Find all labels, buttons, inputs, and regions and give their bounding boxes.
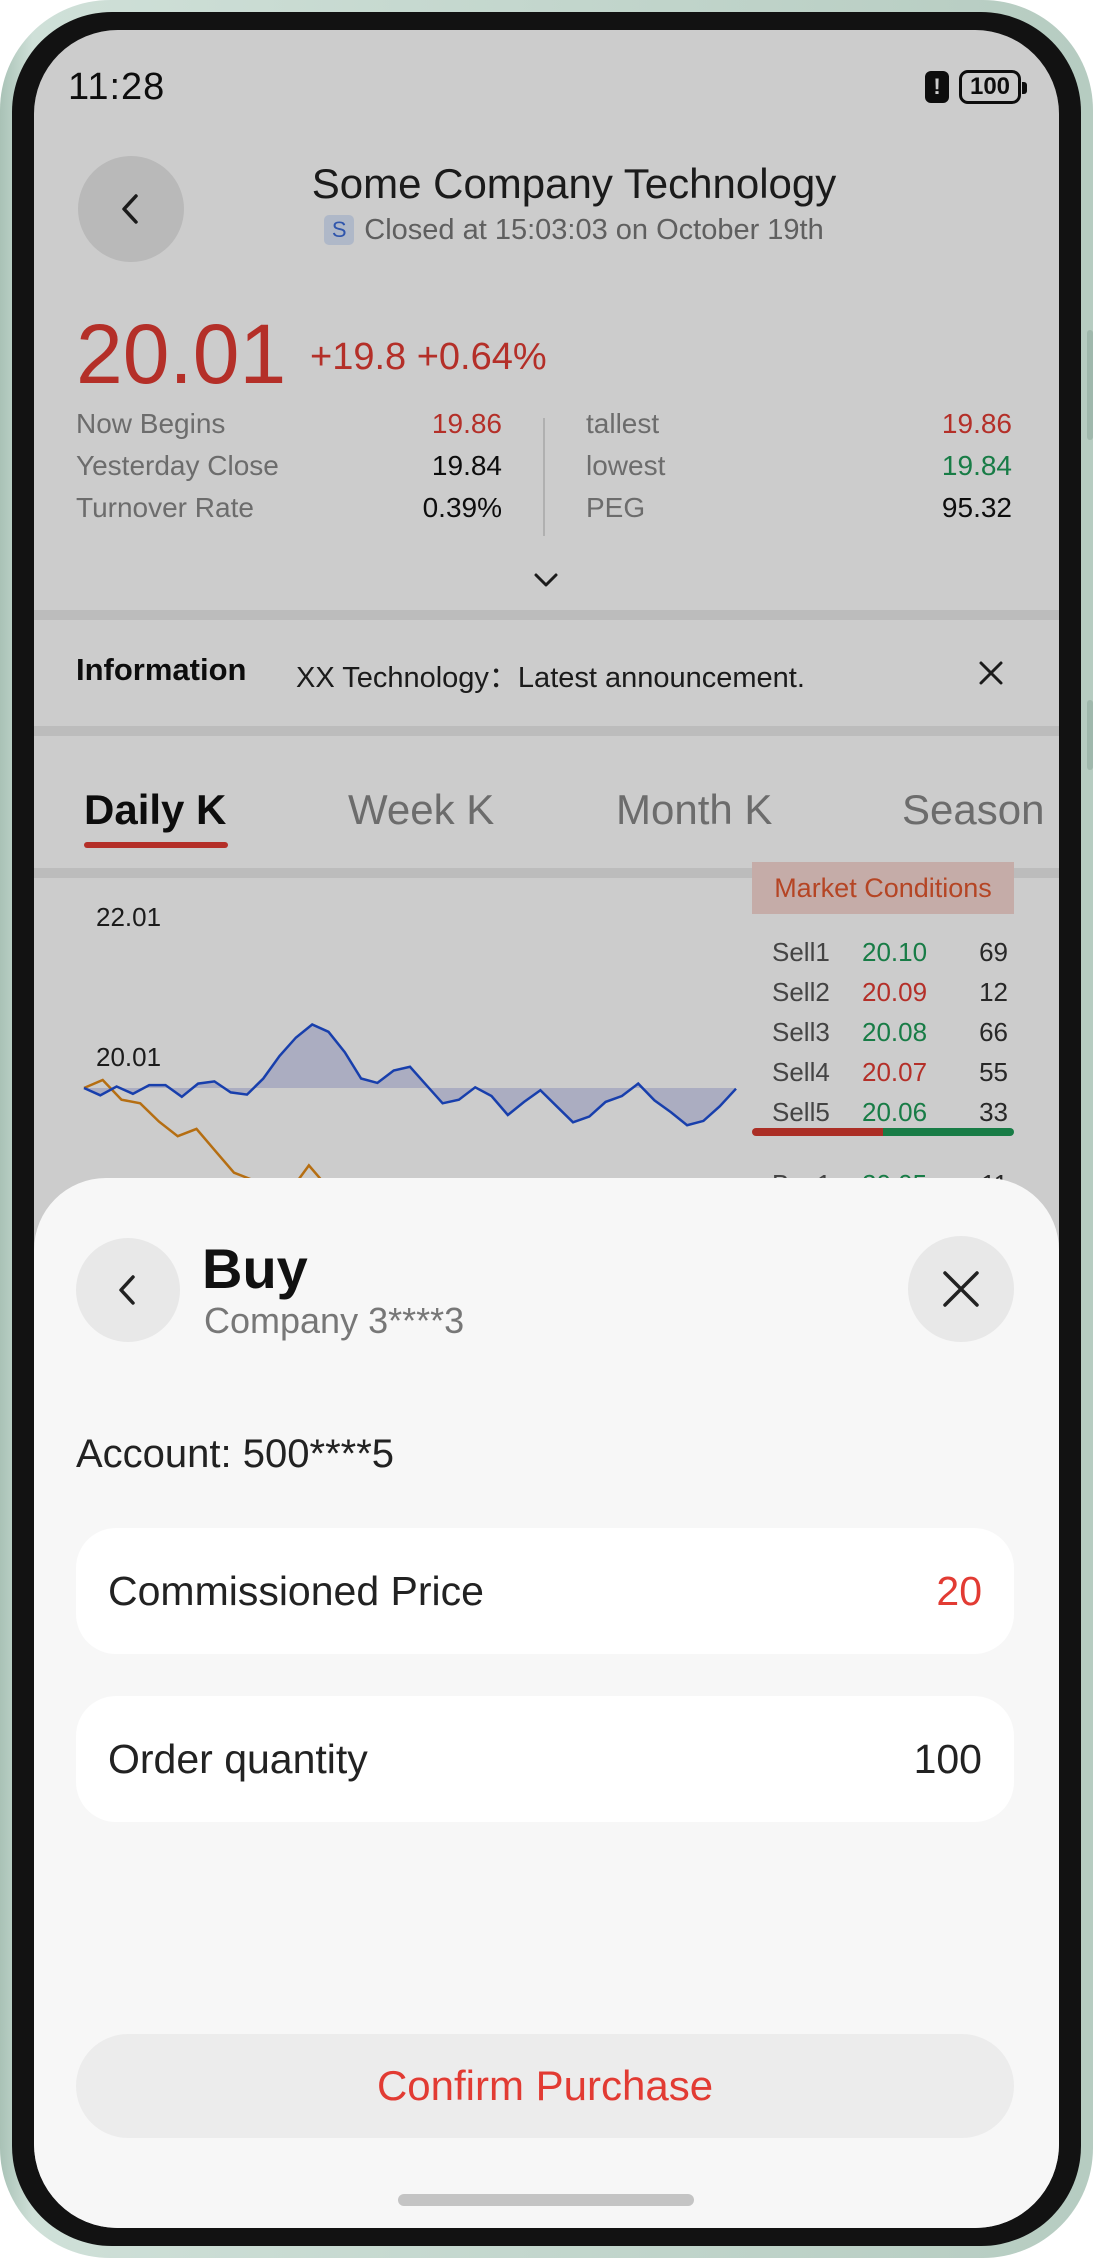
stat-row: Turnover Rate 0.39% bbox=[76, 492, 502, 534]
stats-right: tallest 19.86 lowest 19.84 PEG 95.32 bbox=[586, 408, 1012, 534]
order-label: Sell1 bbox=[772, 936, 830, 967]
sell-ratio-fill bbox=[752, 1128, 883, 1136]
sell-row: Sell1 20.10 69 bbox=[772, 932, 1008, 972]
stat-value: 19.86 bbox=[431, 408, 502, 439]
order-label: Sell2 bbox=[772, 976, 830, 1007]
stat-label: Turnover Rate bbox=[76, 492, 254, 523]
back-button[interactable] bbox=[78, 156, 184, 262]
order-price: 20.06 bbox=[862, 1096, 928, 1127]
sell-row: Sell2 20.09 12 bbox=[772, 972, 1008, 1012]
status-time: 11:28 bbox=[68, 66, 166, 108]
y-axis-mid-label: 20.01 bbox=[96, 1042, 162, 1072]
exchange-badge: S bbox=[324, 215, 355, 245]
account-number: Account: 500****5 bbox=[76, 1432, 395, 1476]
confirm-purchase-button[interactable]: Confirm Purchase bbox=[76, 2034, 1014, 2138]
field-value[interactable]: 100 bbox=[913, 1735, 982, 1782]
tab-daily-k[interactable]: Daily K bbox=[84, 786, 227, 833]
price-change: +19.8 +0.64% bbox=[310, 336, 547, 378]
tab-week-k[interactable]: Week K bbox=[348, 786, 495, 833]
current-price: 20.01 bbox=[76, 307, 287, 401]
active-tab-indicator bbox=[84, 842, 228, 848]
market-conditions-title[interactable]: Market Conditions bbox=[752, 862, 1014, 914]
sheet-back-button[interactable] bbox=[76, 1238, 180, 1342]
announcement-text[interactable]: XX Technology：Latest announcement. bbox=[296, 662, 805, 694]
page-title: Some Company Technology bbox=[311, 160, 837, 207]
order-label: Sell4 bbox=[772, 1056, 830, 1087]
sheet-subtitle: Company 3****3 bbox=[204, 1300, 465, 1341]
order-label: Sell5 bbox=[772, 1096, 830, 1127]
chevron-down-icon[interactable] bbox=[531, 568, 561, 592]
stat-row: Now Begins 19.86 bbox=[76, 408, 502, 450]
closed-time-text: Closed at 15:03:03 on October 19th bbox=[364, 214, 824, 246]
tab-season[interactable]: Season bbox=[902, 786, 1045, 833]
information-label: Information bbox=[76, 652, 247, 687]
stat-value: 0.39% bbox=[422, 492, 502, 523]
sell-row: Sell5 20.06 33 bbox=[772, 1092, 1008, 1132]
order-price: 20.07 bbox=[862, 1056, 928, 1087]
power-button bbox=[1087, 700, 1093, 770]
order-qty: 12 bbox=[979, 976, 1008, 1007]
notification-alert-icon: ! bbox=[925, 71, 949, 103]
buy-sheet: Buy Company 3****3 Account: 500****5 Com… bbox=[34, 1178, 1059, 2228]
order-qty: 69 bbox=[979, 936, 1008, 967]
stat-label: Now Begins bbox=[76, 408, 226, 439]
order-price: 20.09 bbox=[862, 976, 928, 1007]
average-price-line bbox=[83, 1078, 329, 1190]
stat-value: 95.32 bbox=[941, 492, 1012, 523]
stat-label: Yesterday Close bbox=[76, 450, 279, 481]
stat-label: PEG bbox=[586, 492, 646, 523]
sheet-close-button[interactable] bbox=[908, 1236, 1014, 1342]
price-chart[interactable] bbox=[34, 890, 754, 1190]
stats-divider bbox=[543, 418, 545, 536]
status-icons: ! 100 bbox=[925, 70, 1027, 104]
chevron-left-icon bbox=[119, 1275, 135, 1305]
order-price: 20.08 bbox=[862, 1016, 928, 1047]
order-label: Sell3 bbox=[772, 1016, 830, 1047]
stat-value: 19.86 bbox=[941, 408, 1012, 439]
stat-value: 19.84 bbox=[431, 450, 502, 481]
order-qty: 66 bbox=[979, 1016, 1008, 1047]
sell-orders: Sell1 20.10 69 Sell2 20.09 12 Sell3 20.08 66 S… bbox=[772, 932, 1008, 1132]
market-status: S Closed at 15:03:03 on October 19th bbox=[194, 214, 954, 247]
tab-month-k[interactable]: Month K bbox=[616, 786, 773, 833]
stat-label: lowest bbox=[586, 450, 666, 481]
section-divider bbox=[34, 868, 1059, 878]
field-label: Order quantity bbox=[108, 1735, 368, 1782]
price-area-fill bbox=[84, 1024, 736, 1126]
y-axis-high-label: 22.01 bbox=[96, 902, 162, 932]
close-icon bbox=[943, 1271, 979, 1307]
stat-row: tallest 19.86 bbox=[586, 408, 1012, 450]
field-label: Commissioned Price bbox=[108, 1567, 484, 1614]
order-quantity-field[interactable]: Order quantity 100 bbox=[76, 1696, 1014, 1822]
volume-button bbox=[1087, 330, 1093, 440]
stat-row: PEG 95.32 bbox=[586, 492, 1012, 534]
buy-ratio-fill bbox=[883, 1128, 1014, 1136]
battery-icon: 100 bbox=[959, 70, 1027, 104]
order-qty: 55 bbox=[979, 1056, 1008, 1087]
field-value[interactable]: 20 bbox=[936, 1567, 982, 1614]
sell-row: Sell4 20.07 55 bbox=[772, 1052, 1008, 1092]
chevron-left-icon bbox=[122, 194, 138, 224]
close-icon[interactable] bbox=[978, 660, 1004, 686]
order-price: 20.10 bbox=[862, 936, 928, 967]
stat-value: 19.84 bbox=[941, 450, 1012, 481]
buy-sell-ratio-bar bbox=[752, 1128, 1014, 1136]
screen: 11:28 ! 100 Some Company Technology S Clo… bbox=[34, 30, 1059, 2228]
stat-label: tallest bbox=[586, 408, 660, 439]
home-indicator[interactable] bbox=[398, 2194, 694, 2206]
order-qty: 33 bbox=[979, 1096, 1008, 1127]
sheet-title: Buy bbox=[202, 1237, 308, 1300]
section-divider bbox=[34, 726, 1059, 736]
stat-row: lowest 19.84 bbox=[586, 450, 1012, 492]
price-line bbox=[83, 1023, 737, 1127]
stats-left: Now Begins 19.86 Yesterday Close 19.84 Tur… bbox=[76, 408, 502, 534]
commissioned-price-field[interactable]: Commissioned Price 20 bbox=[76, 1528, 1014, 1654]
sell-row: Sell3 20.08 66 bbox=[772, 1012, 1008, 1052]
stat-row: Yesterday Close 19.84 bbox=[76, 450, 502, 492]
section-divider bbox=[34, 610, 1059, 620]
